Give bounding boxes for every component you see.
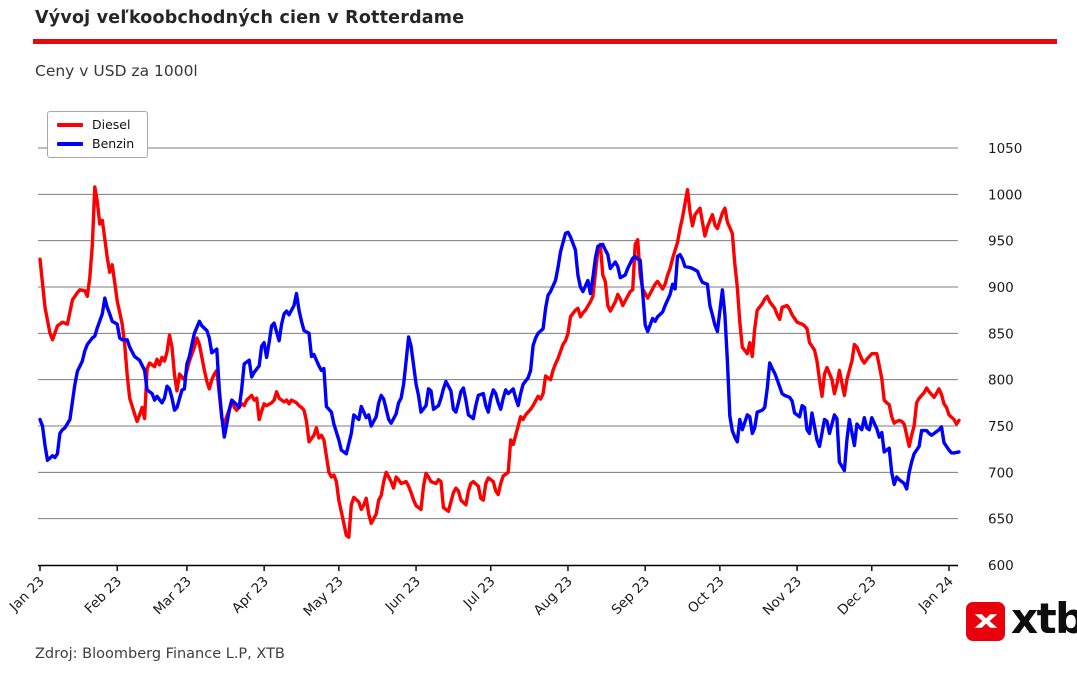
legend-label-benzin: Benzin <box>92 136 135 151</box>
xtb-logo: xtb <box>966 594 1077 643</box>
x-tick-label: Oct 23 <box>685 574 728 617</box>
chart-legend: Diesel Benzin <box>47 111 149 158</box>
y-tick-label: 800 <box>988 373 1014 389</box>
x-tick-label: Feb 23 <box>82 574 125 617</box>
x-tick-label: Aug 23 <box>531 574 576 619</box>
x-tick-label: Jul 23 <box>460 574 499 613</box>
x-tick-label: Dec 23 <box>835 574 880 619</box>
series-line-diesel <box>38 185 961 539</box>
y-tick-label: 650 <box>988 512 1014 528</box>
page-title: Vývoj veľkoobchodných cien v Rotterdame <box>35 8 465 28</box>
source-note: Zdroj: Bloomberg Finance L.P, XTB <box>35 646 285 662</box>
y-tick-label: 850 <box>988 326 1014 342</box>
series-line-benzin <box>38 230 961 491</box>
benzin-line-swatch <box>57 142 83 146</box>
y-tick-label: 1000 <box>988 187 1022 203</box>
xtb-wordmark: xtb <box>1011 594 1077 643</box>
y-tick-label: 900 <box>988 280 1014 296</box>
x-tick-label: Sep 23 <box>609 574 653 618</box>
x-tick-label: Jan 23 <box>6 574 48 616</box>
y-tick-label: 600 <box>988 558 1014 574</box>
y-tick-label: 700 <box>988 465 1014 481</box>
x-tick-label: Mar 23 <box>150 574 195 619</box>
x-tick-label: Jun 23 <box>382 574 424 616</box>
x-tick-label: Nov 23 <box>760 574 805 619</box>
legend-item-diesel: Diesel <box>57 118 134 132</box>
y-tick-label: 750 <box>988 419 1014 435</box>
y-tick-label: 1050 <box>988 141 1022 157</box>
title-underline-rule <box>33 39 1057 44</box>
xtb-bull-x-icon <box>974 614 997 628</box>
x-tick-label: May 23 <box>300 574 346 620</box>
y-tick-label: 950 <box>988 234 1014 250</box>
x-tick-label: Apr 23 <box>229 574 272 617</box>
xtb-logo-square <box>966 601 1005 641</box>
chart-subtitle: Ceny v USD za 1000l <box>35 62 198 80</box>
legend-item-benzin: Benzin <box>57 137 134 151</box>
diesel-line-swatch <box>57 123 83 127</box>
x-tick-label: Jan 24 <box>915 574 957 616</box>
legend-label-diesel: Diesel <box>92 117 131 132</box>
